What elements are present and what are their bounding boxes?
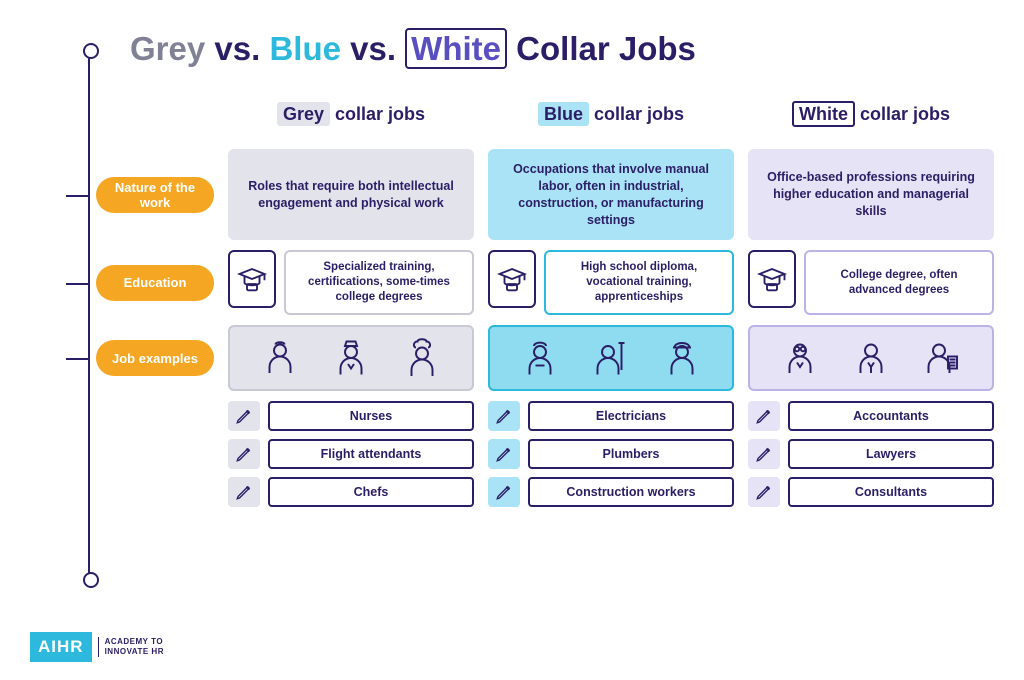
nature-blue: Occupations that involve manual labor, o… [488,149,734,241]
timeline [88,48,90,583]
row-label-nature: Nature of the work [96,177,214,213]
pen-icon [755,445,773,463]
pen-icon [235,445,253,463]
page-title: Grey vs. Blue vs. White Collar Jobs [130,30,994,68]
jobs-white: Accountants Lawyers Consultants [748,401,994,507]
chef-icon [404,336,440,380]
column-header-white: White collar jobs [748,98,994,139]
pen-icon [495,483,513,501]
column-header-grey: Grey collar jobs [228,98,474,139]
construction-worker-icon [664,336,700,380]
examples-icons-white [748,325,994,391]
education-blue: High school diploma, vocational training… [488,250,734,315]
jobs-grey: Nurses Flight attendants Chefs [228,401,474,507]
examples-icons-blue [488,325,734,391]
pen-icon [755,483,773,501]
nature-grey: Roles that require both intellectual eng… [228,149,474,241]
graduation-icon [497,264,527,294]
education-white: College degree, often advanced degrees [748,250,994,315]
education-grey: Specialized training, certifications, so… [228,250,474,315]
consultant-icon [924,336,960,380]
electrician-icon [522,336,558,380]
graduation-icon [237,264,267,294]
pen-icon [235,483,253,501]
pen-icon [755,407,773,425]
jobs-blue: Electricians Plumbers Construction worke… [488,401,734,507]
row-label-examples: Job examples [96,340,214,376]
brand-logo: AIHR ACADEMY TOINNOVATE HR [30,632,164,662]
pen-icon [495,445,513,463]
row-label-education: Education [96,265,214,301]
pen-icon [235,407,253,425]
lawyer-icon [853,336,889,380]
nature-white: Office-based professions requiring highe… [748,149,994,241]
plumber-icon [593,336,629,380]
column-header-blue: Blue collar jobs [488,98,734,139]
nurse-icon [262,336,298,380]
graduation-icon [757,264,787,294]
examples-icons-grey [228,325,474,391]
comparison-grid: Grey collar jobs Blue collar jobs White … [96,98,994,507]
accountant-icon [782,336,818,380]
flight-attendant-icon [333,336,369,380]
pen-icon [495,407,513,425]
